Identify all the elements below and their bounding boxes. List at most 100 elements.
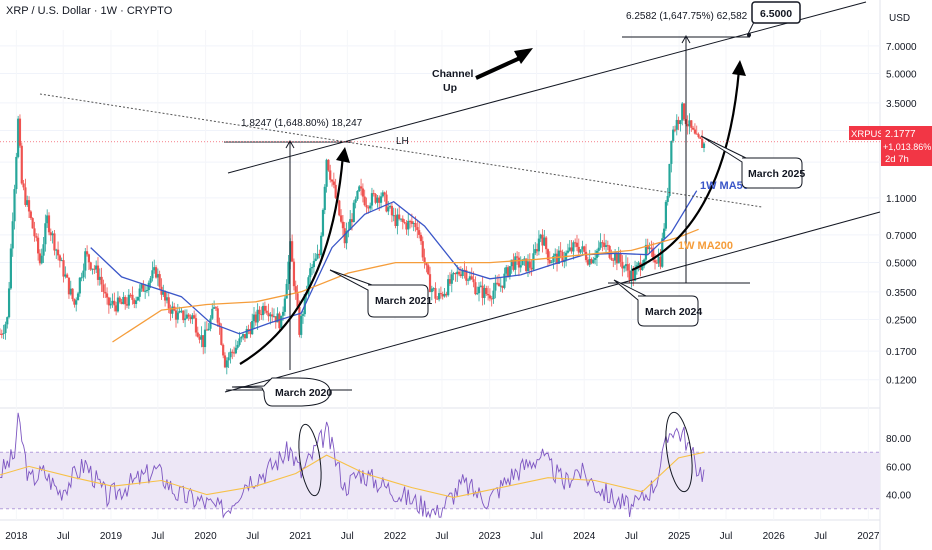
- candle-body: [136, 296, 139, 301]
- candle-body: [343, 228, 346, 244]
- candle-body: [227, 357, 230, 361]
- candle-body: [234, 347, 237, 354]
- candle-body: [481, 285, 484, 298]
- candle-body: [182, 310, 185, 321]
- candle-body: [338, 200, 341, 216]
- candle-body: [4, 324, 7, 334]
- time-tick-label: 2025: [668, 531, 691, 542]
- candle-body: [416, 227, 419, 231]
- candle-body: [503, 273, 506, 288]
- candle-body: [218, 322, 221, 327]
- candle-body: [499, 285, 502, 287]
- candle-body: [214, 307, 218, 309]
- currency-label[interactable]: USD: [889, 13, 910, 24]
- candle-body: [240, 336, 243, 339]
- candle-body: [138, 288, 141, 297]
- candle-body: [85, 251, 89, 255]
- candle-body: [588, 258, 591, 265]
- candle-body: [267, 312, 270, 317]
- time-tick-label: Jul: [436, 531, 449, 542]
- candle-body: [543, 237, 546, 246]
- ma200-label: 1W MA200: [678, 240, 733, 252]
- candle-body: [243, 334, 247, 339]
- candle-body: [120, 301, 123, 305]
- candle-body: [142, 284, 145, 292]
- candle-body: [695, 133, 698, 135]
- candle-body: [249, 329, 252, 335]
- candle-body: [690, 120, 693, 128]
- candle-body: [403, 221, 406, 223]
- callout-march-2020: March 2020: [231, 377, 332, 407]
- candle-body: [180, 310, 183, 312]
- candle-body: [84, 251, 87, 271]
- candle-body: [194, 318, 198, 333]
- channel-arrow: [475, 56, 521, 80]
- candle-body: [2, 333, 5, 335]
- candle-body: [425, 262, 428, 266]
- candle-body: [412, 222, 415, 224]
- candle-body: [615, 253, 619, 264]
- candle-body: [125, 304, 129, 306]
- candle-body: [546, 249, 550, 261]
- candle-body: [534, 249, 537, 254]
- price-tick-label: 0.1700: [886, 347, 917, 358]
- time-axis[interactable]: 2018 Jul 2019 Jul 2020 Jul 2021 Jul 2022 Jul 2023 J…: [5, 531, 880, 542]
- candle-body: [242, 334, 245, 337]
- candle-body: [167, 297, 170, 309]
- candle-body: [421, 241, 424, 258]
- candle-body: [628, 270, 631, 280]
- price-tick-label: 0.7000: [886, 231, 917, 242]
- candle-body: [274, 316, 277, 323]
- channel-label-line1: Channel: [432, 68, 474, 80]
- candle-body: [583, 246, 586, 252]
- ma-line: [112, 228, 699, 343]
- candle-body: [584, 251, 588, 261]
- candle-body: [623, 266, 626, 269]
- candle-body: [62, 260, 65, 277]
- ma50-label: 1W MA50: [700, 180, 749, 192]
- candle-body: [594, 257, 597, 260]
- candle-body: [508, 266, 511, 277]
- candle-body: [677, 119, 680, 124]
- candle-body: [207, 328, 210, 331]
- candle-body: [456, 271, 459, 275]
- candle-body: [93, 268, 96, 270]
- candle-body: [604, 245, 608, 247]
- candle-body: [603, 242, 606, 247]
- candle-body: [53, 233, 56, 251]
- candle-body: [428, 274, 432, 293]
- candle-body: [349, 219, 352, 230]
- candle-body: [256, 309, 259, 323]
- candle-body: [697, 134, 700, 138]
- candle-body: [220, 326, 223, 345]
- candle-body: [621, 261, 624, 269]
- rsi-tick-label: 60.00: [886, 462, 911, 473]
- candle-body: [476, 293, 479, 295]
- candle-body: [648, 247, 651, 250]
- candle-body: [66, 274, 69, 278]
- candle-body: [447, 279, 450, 296]
- candle-body: [379, 196, 383, 203]
- candle-body: [58, 255, 61, 261]
- candle-body: [430, 288, 433, 293]
- candle-body: [590, 258, 593, 264]
- candle-body: [646, 244, 649, 250]
- candle-body: [131, 294, 134, 300]
- rsi-highlight-2025: [665, 411, 693, 493]
- candle-body: [537, 238, 540, 252]
- candle-body: [216, 308, 219, 323]
- candle-body: [702, 143, 706, 149]
- candle-body: [40, 255, 43, 264]
- candle-body: [554, 253, 557, 256]
- candle-body: [327, 159, 330, 171]
- candle-body: [104, 291, 107, 294]
- candle-body: [681, 103, 684, 121]
- time-tick-label: Jul: [341, 531, 354, 542]
- candle-body: [258, 309, 261, 315]
- candle-body: [6, 317, 9, 325]
- candle-body: [652, 248, 655, 261]
- candle-body: [376, 197, 379, 203]
- candle-body: [465, 270, 468, 281]
- candle-body: [115, 305, 118, 312]
